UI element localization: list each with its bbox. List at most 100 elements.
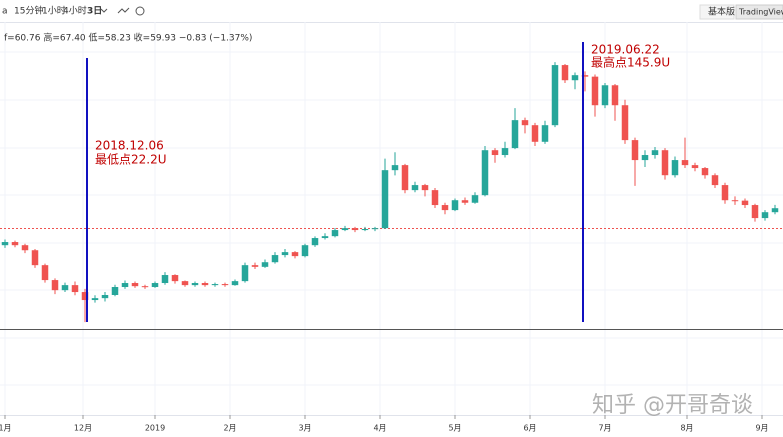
candle-body xyxy=(221,284,229,286)
candle-body xyxy=(571,75,579,81)
x-tick-label: 12月 xyxy=(74,424,92,433)
candle-body xyxy=(721,185,729,201)
indicator-icon[interactable] xyxy=(117,7,130,14)
candle-body xyxy=(611,85,619,106)
candle-body xyxy=(301,245,309,257)
candle-body xyxy=(471,195,479,203)
candle-body xyxy=(321,236,329,239)
candle-body xyxy=(591,76,599,106)
annotation-date: 2019.06.22 xyxy=(591,43,660,57)
candle-body xyxy=(131,283,139,287)
candle-body xyxy=(271,255,279,263)
candle-body xyxy=(451,200,459,211)
toolbar-item[interactable]: 1小时 xyxy=(42,5,66,17)
candle-body xyxy=(411,185,419,191)
x-tick-label: 5月 xyxy=(448,424,461,433)
candle-body xyxy=(361,229,369,231)
candles xyxy=(1,62,779,323)
toolbar-item[interactable]: 3日 xyxy=(87,6,102,17)
candle-body xyxy=(531,125,539,142)
candle-body xyxy=(141,286,149,288)
candle-body xyxy=(211,284,219,286)
basic-button[interactable] xyxy=(699,4,735,20)
candle-body xyxy=(641,155,649,161)
candle-body xyxy=(671,160,679,176)
candle-body xyxy=(181,281,189,286)
candle-body xyxy=(551,65,559,126)
candle-body xyxy=(481,150,489,196)
x-tick-label: 2月 xyxy=(223,424,236,433)
tv-button[interactable] xyxy=(735,4,783,20)
candle-body xyxy=(441,205,449,211)
candle-body xyxy=(1,242,9,246)
candle-body xyxy=(261,262,269,267)
candle-body xyxy=(501,148,509,156)
annotation-text: 最高点145.9U xyxy=(591,55,670,70)
candle-body xyxy=(21,245,29,251)
candle-body xyxy=(561,65,569,81)
candle-body xyxy=(191,283,199,286)
candle-body xyxy=(111,287,119,295)
candle-body xyxy=(731,200,739,202)
watermark: 知乎 @开哥奇谈 xyxy=(592,393,753,418)
candle-body xyxy=(691,165,699,169)
annotation-text: 最低点22.2U xyxy=(95,153,167,167)
candle-body xyxy=(171,275,179,282)
candle-body xyxy=(201,283,209,286)
horizontal-grid xyxy=(0,22,783,415)
candle-body xyxy=(101,294,109,299)
toolbar-right[interactable]: TradingView xyxy=(738,8,783,17)
candle-body xyxy=(581,75,589,77)
ohlc-info: f=60.76 高=67.40 低=58.23 收=59.93 −0.83 (−… xyxy=(4,32,252,44)
candle-body xyxy=(661,150,669,176)
x-tick-label: 3月 xyxy=(298,424,311,433)
candle-body xyxy=(681,160,689,166)
candle-body xyxy=(241,265,249,282)
candle-body xyxy=(701,168,709,176)
toolbar-item[interactable]: 4小时 xyxy=(63,5,87,17)
candle-body xyxy=(651,150,659,156)
candle-body xyxy=(331,230,339,237)
x-tick-label: 7月 xyxy=(598,424,611,433)
candle-body xyxy=(631,140,639,161)
settings-icon[interactable] xyxy=(135,6,145,16)
candle-body xyxy=(91,298,99,301)
candle-body xyxy=(401,165,409,191)
x-tick-label: 6月 xyxy=(523,424,536,433)
candle-body xyxy=(741,200,749,206)
candle-body xyxy=(231,281,239,286)
x-tick-label: 9月 xyxy=(755,424,768,433)
candle-body xyxy=(491,150,499,156)
candle-body xyxy=(761,212,769,219)
candle-body xyxy=(11,242,19,246)
toolbar-item[interactable]: 15分钟 xyxy=(14,5,43,17)
candle-body xyxy=(381,170,389,229)
candle-body xyxy=(461,200,469,203)
annotation-date: 2018.12.06 xyxy=(95,139,164,153)
toolbar xyxy=(0,0,783,22)
toolbar-right[interactable]: 基本版 xyxy=(708,6,735,18)
candle-body xyxy=(281,252,289,256)
x-tick-label: 4月 xyxy=(373,424,386,433)
candle-body xyxy=(751,205,759,219)
candle-body xyxy=(291,252,299,257)
candle-body xyxy=(371,228,379,230)
candle-body xyxy=(541,125,549,142)
candle-body xyxy=(341,228,349,231)
dropdown-icon[interactable] xyxy=(100,8,108,13)
candle-body xyxy=(771,208,779,213)
candle-body xyxy=(621,105,629,141)
candle-body xyxy=(51,280,59,291)
candle-body xyxy=(601,85,609,106)
candle-body xyxy=(391,165,399,171)
candle-body xyxy=(351,228,359,231)
candle-body xyxy=(121,283,129,288)
candle-body xyxy=(431,190,439,206)
candle-body xyxy=(711,175,719,186)
toolbar-item[interactable]: a xyxy=(2,7,8,17)
candle-body xyxy=(71,285,79,293)
x-tick-label: 1月 xyxy=(0,424,12,433)
candle-body xyxy=(151,283,159,288)
x-tick-label: 8月 xyxy=(680,424,693,433)
